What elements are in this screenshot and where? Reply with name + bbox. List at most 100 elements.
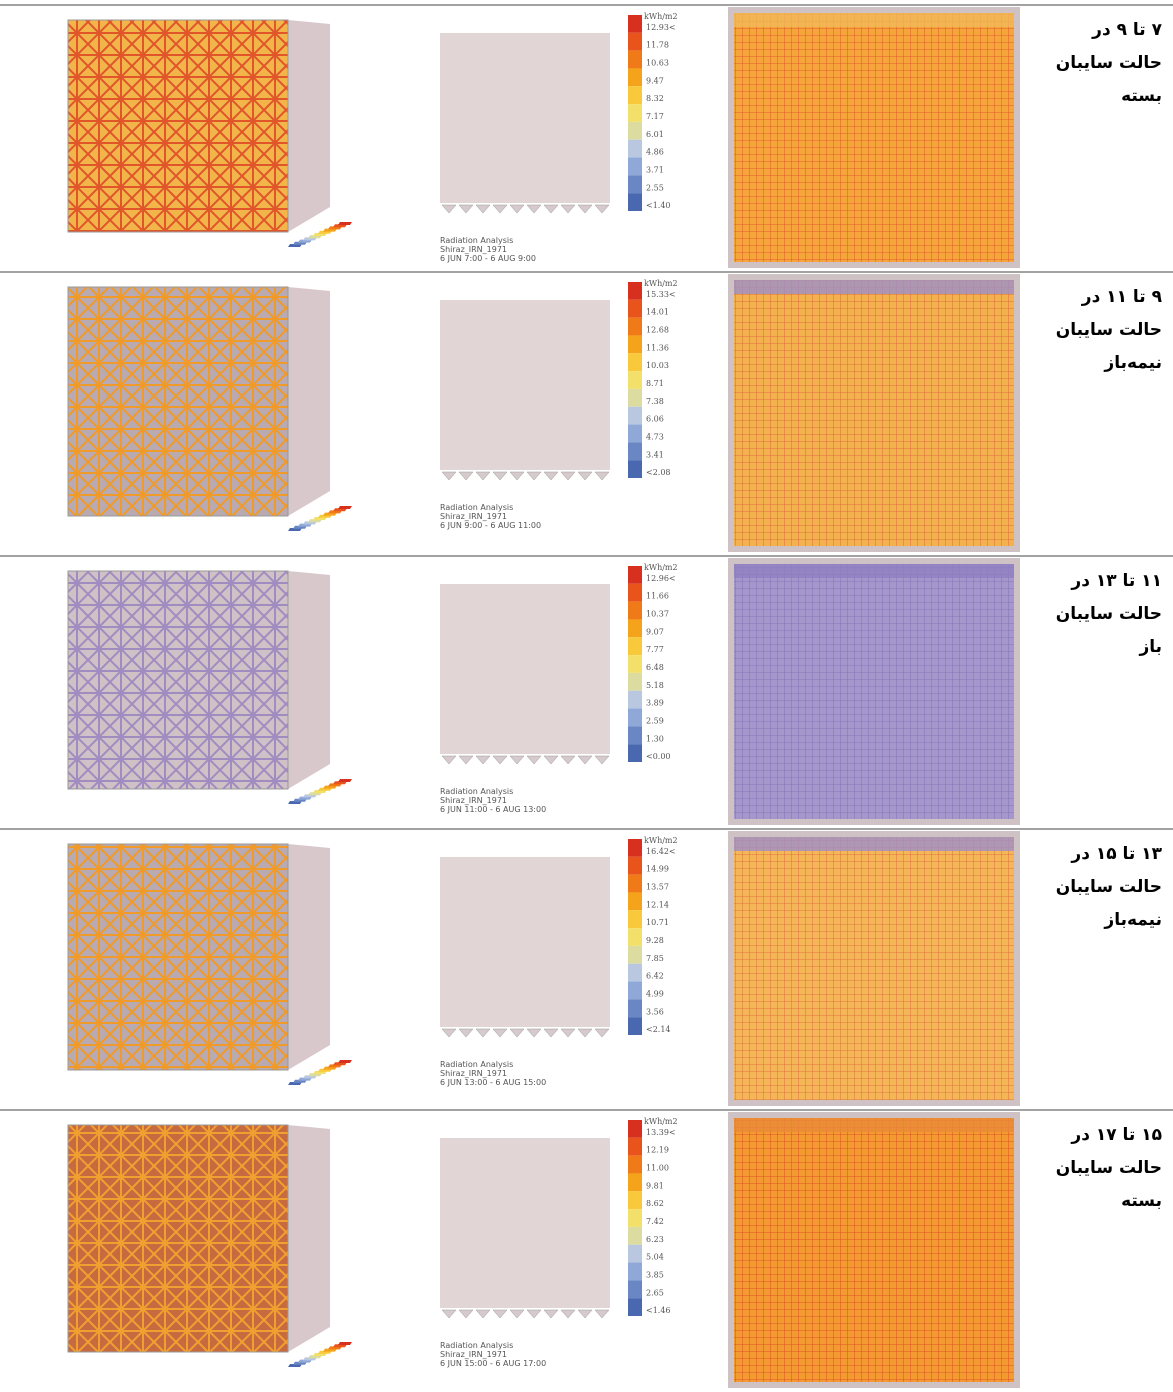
legend-value: 3.71 <box>646 165 664 174</box>
box-legend-swatch <box>338 1342 352 1345</box>
legend-value: 3.41 <box>646 450 664 459</box>
legend-value: 12.14 <box>646 900 669 909</box>
caption-line: Shiraz_IRN_1971 <box>440 1069 507 1078</box>
legend-swatch <box>628 602 642 620</box>
legend-swatch <box>628 946 642 964</box>
legend-value: 5.18 <box>646 681 664 690</box>
row-label: نیمه‌باز <box>1103 353 1162 373</box>
box-side <box>288 287 330 516</box>
row-label: ۱۱ تا ۱۳ در <box>1070 571 1162 591</box>
shade-tooth <box>459 205 473 213</box>
legend-value: 9.81 <box>646 1181 664 1190</box>
legend-value: 6.06 <box>646 415 664 424</box>
shade-tooth <box>476 1029 490 1037</box>
shade-tooth <box>527 1029 541 1037</box>
legend-value: 10.63 <box>646 59 669 68</box>
box-facade <box>68 1125 288 1352</box>
legend-swatch <box>628 1298 642 1316</box>
box-facade <box>68 287 288 516</box>
row-label: نیمه‌باز <box>1103 910 1162 930</box>
row-label: حالت سایبان <box>1056 1158 1162 1178</box>
legend-value: 9.47 <box>646 76 664 85</box>
legend-value: 9.07 <box>646 627 664 636</box>
heatmap-edge <box>734 1118 1014 1132</box>
legend-value: 11.36 <box>646 343 669 352</box>
shade-tooth <box>510 1029 524 1037</box>
heatmap-edge <box>734 837 1014 851</box>
shade-tooth <box>544 1310 558 1318</box>
legend-swatch <box>628 1173 642 1191</box>
shade-tooth <box>561 1310 575 1318</box>
legend-swatch <box>628 1280 642 1298</box>
caption-line: 6 JUN 7:00 - 6 AUG 9:00 <box>440 254 536 263</box>
legend-value: 13.39< <box>646 1128 676 1137</box>
shade-tooth <box>561 472 575 480</box>
legend-value: 12.96< <box>646 574 676 583</box>
box-facade <box>68 20 288 232</box>
legend-value: 12.19 <box>646 1146 669 1155</box>
heatmap <box>734 13 1014 262</box>
caption-line: Radiation Analysis <box>440 236 513 245</box>
legend-value: 15.33< <box>646 290 676 299</box>
legend-swatch <box>628 709 642 727</box>
legend-value: <1.40 <box>646 201 671 210</box>
legend-unit: kWh/m2 <box>644 12 678 21</box>
shade-tooth <box>476 472 490 480</box>
legend-swatch <box>628 726 642 744</box>
legend-swatch <box>628 33 642 51</box>
legend-swatch <box>628 425 642 443</box>
legend-value: 4.73 <box>646 432 664 441</box>
elevation-square <box>440 1138 610 1308</box>
row-label: ۷ تا ۹ در <box>1091 20 1162 40</box>
legend-swatch <box>628 928 642 946</box>
page: kWh/m212.93<11.7810.639.478.327.176.014.… <box>0 0 1173 1392</box>
shade-tooth <box>595 205 609 213</box>
legend-swatch <box>628 566 642 584</box>
legend-swatch <box>628 1138 642 1156</box>
row-label: بسته <box>1121 1191 1162 1211</box>
legend-value: 8.62 <box>646 1199 664 1208</box>
legend-value: <2.14 <box>646 1025 671 1034</box>
caption-line: Shiraz_IRN_1971 <box>440 796 507 805</box>
legend-value: 6.42 <box>646 972 664 981</box>
legend-swatch <box>628 140 642 158</box>
box-legend-swatch <box>338 506 352 509</box>
legend-swatch <box>628 1191 642 1209</box>
shade-tooth <box>578 205 592 213</box>
shade-tooth <box>459 756 473 764</box>
shade-tooth <box>493 756 507 764</box>
caption-line: Radiation Analysis <box>440 787 513 796</box>
legend-swatch <box>628 655 642 673</box>
legend-swatch <box>628 691 642 709</box>
box-side <box>288 571 330 789</box>
legend-value: 3.85 <box>646 1270 664 1279</box>
elevation-square <box>440 857 610 1027</box>
caption-line: Radiation Analysis <box>440 1341 513 1350</box>
shade-tooth <box>510 205 524 213</box>
shade-tooth <box>595 756 609 764</box>
legend-value: 5.04 <box>646 1253 664 1262</box>
legend-value: 11.00 <box>646 1164 669 1173</box>
legend-swatch <box>628 389 642 407</box>
legend-value: 9.28 <box>646 936 664 945</box>
caption-line: Shiraz_IRN_1971 <box>440 512 507 521</box>
shade-tooth <box>544 205 558 213</box>
shade-tooth <box>527 1310 541 1318</box>
row-label: ۱۵ تا ۱۷ در <box>1070 1125 1162 1145</box>
legend-swatch <box>628 460 642 478</box>
legend-value: 7.38 <box>646 397 664 406</box>
legend-swatch <box>628 335 642 353</box>
legend-value: 2.55 <box>646 183 664 192</box>
legend-swatch <box>628 999 642 1017</box>
legend-swatch <box>628 193 642 211</box>
box-side <box>288 20 330 232</box>
legend-swatch <box>628 637 642 655</box>
shade-tooth <box>459 1310 473 1318</box>
caption-line: 6 JUN 9:00 - 6 AUG 11:00 <box>440 521 541 530</box>
legend-swatch <box>628 15 642 33</box>
shade-tooth <box>544 756 558 764</box>
legend-value: 7.77 <box>646 645 664 654</box>
caption-line: Radiation Analysis <box>440 1060 513 1069</box>
legend-value: 6.48 <box>646 663 664 672</box>
box-facade <box>68 844 288 1070</box>
